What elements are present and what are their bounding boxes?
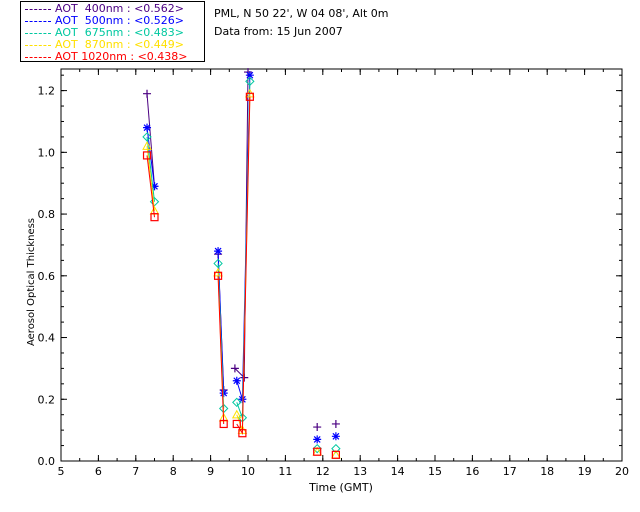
data-point (313, 423, 322, 432)
legend-label: AOT 500nm : <0.526> (55, 14, 185, 27)
x-tick-label: 9 (207, 465, 214, 478)
data-point (245, 71, 254, 80)
data-point (214, 247, 223, 256)
y-tick-label: 0.0 (38, 455, 56, 468)
data-point (231, 409, 242, 419)
y-axis-label: Aerosol Optical Thickness (26, 218, 37, 346)
x-axis-label: Time (GMT) (308, 481, 373, 494)
legend-item-870nm: AOT 870nm : <0.449> (25, 38, 185, 51)
series-aot-870nm (142, 88, 341, 459)
y-tick-label: 0.2 (38, 393, 56, 406)
x-tick-label: 12 (316, 465, 330, 478)
x-tick-label: 20 (615, 465, 629, 478)
data-point (142, 151, 152, 160)
legend-item-400nm: AOT 400nm : <0.562> (25, 2, 185, 15)
y-tick-label: 0.6 (38, 270, 56, 283)
x-tick-label: 8 (170, 465, 177, 478)
y-tick-label: 1.0 (38, 146, 56, 159)
legend-swatch (25, 45, 51, 46)
x-tick-label: 7 (132, 465, 139, 478)
legend-label: AOT 675nm : <0.483> (55, 26, 185, 39)
y-tick-label: 0.4 (38, 332, 56, 345)
data-point (313, 447, 322, 456)
data-point (232, 376, 241, 385)
data-point (230, 364, 239, 373)
data-point (142, 132, 152, 142)
data-point (331, 419, 340, 428)
series-aot-500nm (143, 71, 340, 444)
legend-item-500nm: AOT 500nm : <0.526> (25, 14, 185, 27)
x-tick-label: 18 (540, 465, 554, 478)
series-line (236, 75, 251, 400)
legend-label: AOT 870nm : <0.449> (55, 38, 185, 51)
x-tick-label: 13 (353, 465, 367, 478)
data-point (232, 419, 241, 429)
series-line (146, 136, 155, 202)
x-tick-label: 14 (391, 465, 405, 478)
series-line (146, 155, 155, 218)
legend (20, 1, 205, 62)
series-aot-1020nm (142, 92, 340, 459)
series-line (146, 93, 155, 187)
data-point (245, 76, 255, 87)
series-line (146, 146, 155, 212)
x-tick-label: 11 (278, 465, 292, 478)
data-point (150, 213, 159, 222)
legend-item-675nm: AOT 675nm : <0.483> (25, 26, 185, 39)
x-tick-label: 5 (58, 465, 65, 478)
data-point (142, 141, 152, 150)
data-point (219, 419, 228, 429)
data-point (313, 435, 322, 444)
data-point (238, 429, 247, 438)
y-tick-label: 0.8 (38, 208, 56, 221)
data-point (245, 92, 254, 101)
y-tick-label: 1.2 (38, 85, 56, 98)
data-point (143, 123, 152, 132)
x-tick-label: 19 (578, 465, 592, 478)
data-point (143, 89, 152, 98)
data-point (213, 258, 223, 269)
series-aot-400nm (143, 68, 340, 432)
legend-swatch (25, 33, 51, 34)
legend-swatch (25, 9, 51, 10)
x-tick-label: 16 (465, 465, 479, 478)
date-text: Data from: 15 Jun 2007 (214, 25, 343, 38)
x-tick-label: 15 (428, 465, 442, 478)
location-text: PML, N 50 22', W 04 08', Alt 0m (214, 7, 389, 20)
data-point (149, 197, 160, 207)
axes: 5 6 7 8 9 10 11 12 13 14 15 16 17 18 19 20 0.0 0.2 0.4 0.6 0… (38, 68, 629, 478)
data-point (331, 450, 340, 459)
series-layer (142, 68, 341, 459)
legend-item-1020nm: AOT 1020nm : <0.438> (25, 50, 188, 63)
x-tick-label: 17 (503, 465, 517, 478)
data-point (312, 443, 322, 454)
x-tick-label: 6 (95, 465, 102, 478)
data-point (150, 182, 159, 191)
series-line (217, 275, 225, 424)
legend-swatch (25, 57, 51, 58)
data-point (240, 373, 249, 382)
x-tick-label: 10 (241, 465, 255, 478)
data-point (331, 443, 341, 454)
data-point (331, 432, 340, 441)
legend-label: AOT 1020nm : <0.438> (55, 50, 188, 63)
data-point (213, 271, 223, 280)
data-point (219, 389, 228, 398)
data-point (232, 397, 242, 408)
legend-swatch (25, 21, 51, 22)
legend-label: AOT 400nm : <0.562> (55, 2, 185, 15)
